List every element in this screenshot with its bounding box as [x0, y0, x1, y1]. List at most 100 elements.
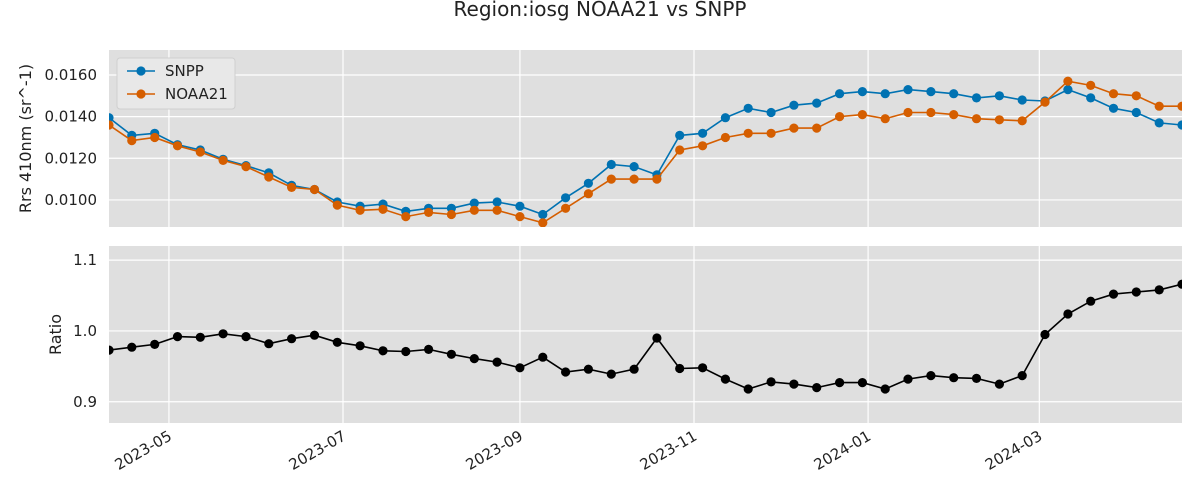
- data-point-noaa21: [1131, 91, 1141, 101]
- data-point-ratio: [561, 367, 571, 377]
- data-point-ratio: [994, 379, 1005, 389]
- data-point-ratio: [1063, 309, 1073, 319]
- legend-swatch-marker: [136, 89, 146, 99]
- data-point-snpp: [720, 113, 731, 123]
- data-point-noaa21: [583, 189, 594, 199]
- x-axis: 2023-05 2023-07 2023-09 2023-11 2024-01 2024-…: [112, 427, 1046, 474]
- panel-bottom: 0.9 1.0 1.1 Ratio: [0, 246, 1182, 423]
- data-point-ratio: [1108, 289, 1119, 299]
- data-point-snpp: [1017, 95, 1027, 105]
- data-point-snpp: [1086, 93, 1096, 103]
- data-point-snpp: [629, 162, 639, 172]
- data-point-ratio: [675, 363, 685, 374]
- data-point-noaa21: [401, 212, 411, 222]
- data-point-ratio: [835, 378, 845, 388]
- data-point-ratio: [287, 334, 297, 344]
- y-axis-label: Ratio: [46, 314, 65, 355]
- y-tick-label: 0.0120: [45, 149, 98, 167]
- data-point-snpp: [994, 91, 1005, 101]
- data-point-noaa21: [789, 123, 799, 133]
- data-point-ratio: [949, 373, 959, 383]
- data-point-snpp: [698, 128, 708, 138]
- data-point-ratio: [109, 345, 114, 355]
- data-point-noaa21: [150, 132, 160, 143]
- data-point-ratio: [698, 363, 708, 373]
- data-point-noaa21: [172, 141, 183, 151]
- data-point-ratio: [218, 329, 228, 339]
- data-point-ratio: [903, 374, 913, 384]
- x-tick-label: 2023-11: [637, 427, 700, 474]
- data-point-noaa21: [109, 120, 114, 130]
- data-point-ratio: [0, 278, 5, 287]
- data-point-ratio: [1131, 287, 1141, 297]
- data-point-noaa21: [926, 107, 936, 118]
- data-point-ratio: [446, 349, 456, 359]
- data-point-noaa21: [446, 209, 456, 220]
- data-point-ratio: [195, 332, 205, 342]
- data-point-ratio: [355, 341, 365, 351]
- data-point-noaa21: [218, 155, 228, 165]
- data-point-snpp: [971, 93, 982, 103]
- data-point-snpp: [469, 198, 479, 208]
- data-point-noaa21: [994, 115, 1005, 125]
- x-tick-label: 2023-07: [286, 427, 349, 474]
- chart-title: Region:iosg NOAA21 vs SNPP: [454, 0, 747, 21]
- data-point-noaa21: [812, 123, 822, 133]
- data-point-ratio: [538, 352, 548, 362]
- data-point-snpp: [1063, 85, 1073, 95]
- data-point-ratio: [1086, 296, 1096, 306]
- data-point-noaa21: [424, 207, 434, 217]
- data-point-ratio: [743, 384, 753, 394]
- plot-background: [109, 246, 1182, 423]
- data-point-ratio: [401, 346, 411, 357]
- data-point-noaa21: [309, 184, 320, 195]
- x-tick-label: 2024-03: [982, 427, 1045, 474]
- data-point-ratio: [880, 384, 890, 394]
- data-point-ratio: [812, 383, 822, 393]
- data-point-noaa21: [492, 205, 502, 215]
- data-point-ratio: [789, 379, 799, 389]
- data-point-ratio: [332, 337, 342, 347]
- y-tick-label: 0.0160: [45, 66, 98, 84]
- data-point-ratio: [971, 373, 982, 383]
- data-point-noaa21: [903, 107, 913, 118]
- data-point-ratio: [424, 344, 434, 354]
- data-point-noaa21: [355, 205, 365, 215]
- data-point-noaa21: [971, 114, 982, 124]
- data-point-noaa21: [720, 132, 731, 143]
- data-point-ratio: [1177, 279, 1182, 289]
- y-tick-label: 1.0: [73, 322, 97, 340]
- data-point-noaa21: [378, 204, 388, 214]
- data-point-snpp: [515, 201, 525, 211]
- data-point-ratio: [1040, 329, 1050, 340]
- data-point-ratio: [469, 354, 479, 364]
- data-point-noaa21: [835, 112, 845, 122]
- data-point-ratio: [264, 339, 274, 349]
- data-point-ratio: [629, 364, 639, 374]
- data-point-noaa21: [857, 110, 868, 120]
- data-point-noaa21: [880, 114, 890, 124]
- legend-label-snpp: SNPP: [165, 62, 204, 80]
- data-point-snpp: [583, 178, 594, 188]
- data-point-noaa21: [515, 212, 525, 222]
- data-point-noaa21: [561, 203, 571, 213]
- x-tick-label: 2023-09: [463, 427, 526, 474]
- data-point-snpp: [538, 209, 548, 220]
- data-point-ratio: [926, 371, 936, 381]
- data-point-ratio: [583, 364, 594, 374]
- data-point-ratio: [766, 377, 776, 387]
- data-point-noaa21: [949, 110, 959, 120]
- data-point-noaa21: [652, 174, 662, 184]
- y-tick-label: 0.0140: [45, 108, 98, 126]
- data-point-snpp: [492, 197, 502, 207]
- y-tick-label: 1.1: [73, 251, 97, 269]
- data-point-noaa21: [1154, 101, 1164, 111]
- y-tick-label: 0.9: [73, 393, 97, 411]
- data-point-snpp: [857, 87, 868, 97]
- legend-label-noaa21: NOAA21: [165, 85, 228, 103]
- plot-background: [109, 50, 1182, 227]
- data-point-snpp: [109, 113, 114, 123]
- x-tick-label: 2023-05: [112, 427, 175, 474]
- data-point-ratio: [172, 332, 183, 342]
